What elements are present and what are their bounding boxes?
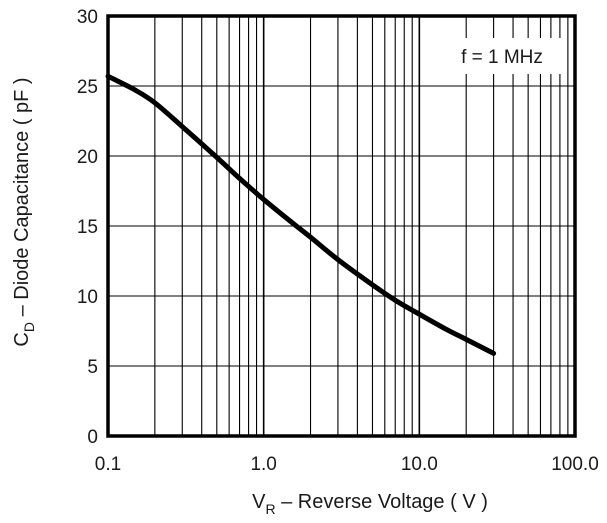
y-tick-label: 0 xyxy=(87,427,98,448)
y-tick-label: 30 xyxy=(77,7,98,28)
x-tick-label: 0.1 xyxy=(95,454,121,475)
y-tick-label: 5 xyxy=(87,357,98,378)
frequency-annotation: f = 1 MHz xyxy=(461,47,543,68)
x-axis-title: VR – Reverse Voltage ( V ) xyxy=(252,491,488,517)
grid-lines xyxy=(108,16,575,436)
x-tick-labels: 0.1 1.0 10.0 100.0 xyxy=(95,454,599,475)
plot-frame xyxy=(106,14,577,438)
capacitance-curve xyxy=(105,73,497,356)
y-tick-labels: 0 5 10 15 20 25 30 xyxy=(77,7,98,448)
y-tick-label: 25 xyxy=(77,77,98,98)
y-tick-label: 10 xyxy=(77,287,98,308)
x-tick-label: 10.0 xyxy=(401,454,438,475)
y-tick-label: 20 xyxy=(77,147,98,168)
y-tick-label: 15 xyxy=(77,217,98,238)
annotation-box xyxy=(442,38,566,74)
x-tick-label: 100.0 xyxy=(551,454,599,475)
y-axis-title: CD – Diode Capacitance ( pF ) xyxy=(11,77,37,346)
x-tick-label: 1.0 xyxy=(250,454,276,475)
